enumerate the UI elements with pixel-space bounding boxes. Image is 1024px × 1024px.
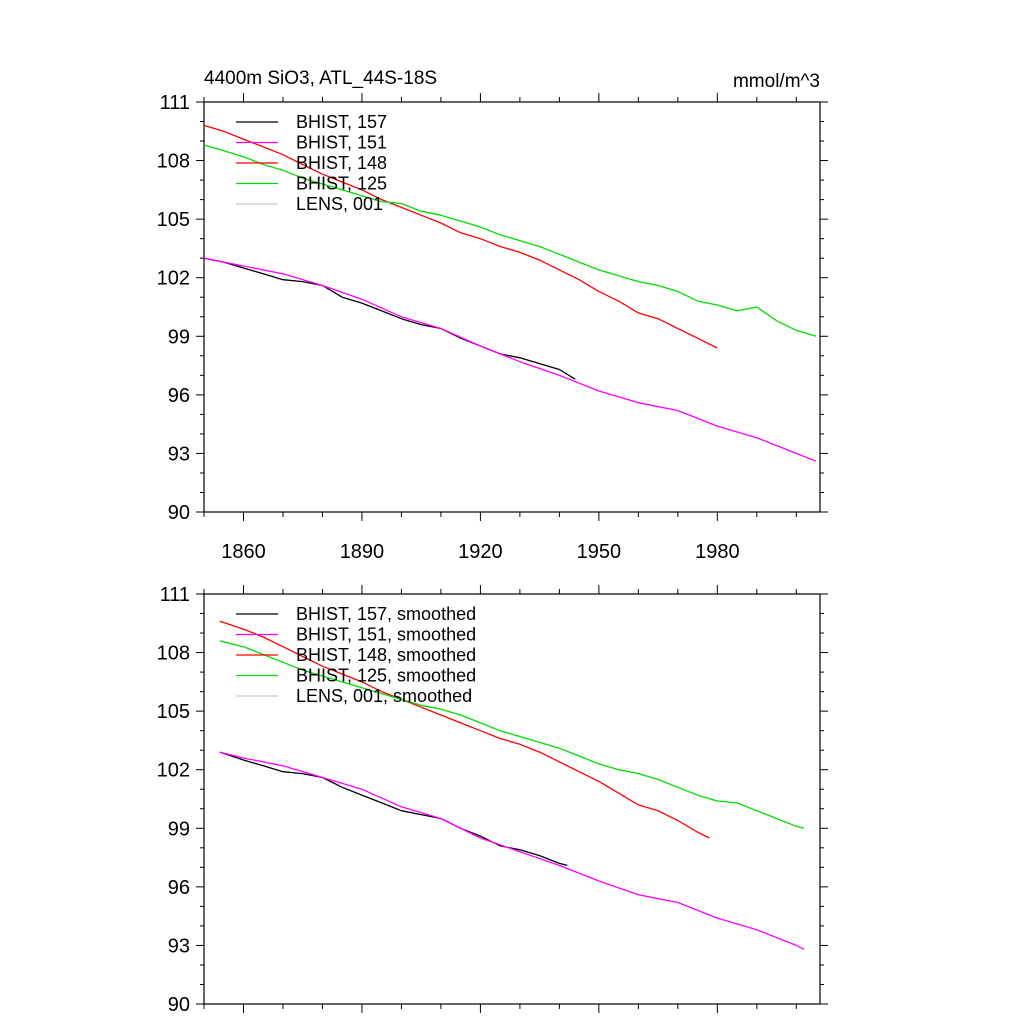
legend-label: LENS, 001, smoothed <box>296 686 472 706</box>
chart-panels: 90 93 96 99 102 105 108 111 1860 1890 1920 1950 1980… <box>157 92 828 1016</box>
legend-label: BHIST, 151, smoothed <box>296 625 476 645</box>
plot-frame <box>203 593 821 1005</box>
y-tick-label: 99 <box>168 818 190 840</box>
y-tick-label: 111 <box>160 584 190 606</box>
y-tick-label: 96 <box>168 385 190 407</box>
y-tick-label: 90 <box>168 994 190 1016</box>
legend-label: BHIST, 148, smoothed <box>296 645 476 665</box>
series-line-bhist-148 <box>219 620 710 839</box>
series-line-bhist-151 <box>219 751 805 950</box>
legend-label: BHIST, 125, smoothed <box>296 666 476 686</box>
y-tick-label: 108 <box>157 151 190 173</box>
y-tick-label: 96 <box>168 877 190 899</box>
y-tick-label: 108 <box>157 643 190 665</box>
x-tick-label: 1860 <box>221 541 266 563</box>
legend-label: BHIST, 157 <box>296 112 387 132</box>
series-line-bhist-125 <box>203 144 817 337</box>
x-tick-label: 1950 <box>577 541 622 563</box>
y-tick-label: 90 <box>168 502 190 524</box>
legend-label: BHIST, 125 <box>296 174 387 194</box>
y-tick-label: 111 <box>160 92 190 114</box>
series-line-bhist-157 <box>203 257 576 380</box>
legend-label: BHIST, 157, smoothed <box>296 604 476 624</box>
chart-title: 4400m SiO3, ATL_44S-18S <box>204 68 437 89</box>
chart-panel-2: 90 93 96 99 102 105 108 111 BHIST, 157, smoothed… <box>157 584 828 1016</box>
units-label: mmol/m^3 <box>733 71 820 92</box>
y-tick-label: 102 <box>157 760 190 782</box>
legend-label: BHIST, 148 <box>296 153 387 173</box>
series-line-bhist-148 <box>203 124 718 349</box>
legend-label: LENS, 001 <box>296 194 383 214</box>
legend-label: BHIST, 151 <box>296 133 387 153</box>
plot-frame <box>203 101 821 513</box>
y-tick-label: 105 <box>157 209 190 231</box>
y-tick-label: 93 <box>168 443 190 465</box>
x-tick-label: 1920 <box>458 541 503 563</box>
series-line-bhist-151 <box>203 257 817 462</box>
y-tick-label: 99 <box>168 326 190 348</box>
y-tick-label: 105 <box>157 701 190 723</box>
y-tick-label: 93 <box>168 935 190 957</box>
y-tick-label: 102 <box>157 268 190 290</box>
series-line-bhist-125 <box>219 640 805 829</box>
series-line-bhist-157 <box>219 751 568 867</box>
x-tick-label: 1980 <box>695 541 740 563</box>
x-tick-label: 1890 <box>340 541 385 563</box>
chart-panel-1: 90 93 96 99 102 105 108 111 1860 1890 1920 1950 1980… <box>157 92 828 563</box>
